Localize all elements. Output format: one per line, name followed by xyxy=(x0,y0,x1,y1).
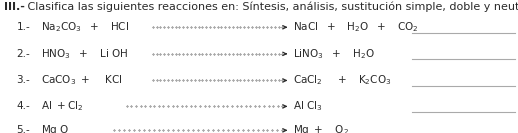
Text: $\mathregular{CaCl_{2}\ \ \ \ +\ \ \ K_{2}CO_{3}}$: $\mathregular{CaCl_{2}\ \ \ \ +\ \ \ K_{… xyxy=(293,74,391,87)
Text: 1.-: 1.- xyxy=(17,22,31,32)
Text: 2.-: 2.- xyxy=(17,49,31,59)
Text: $\mathregular{Mg\ O}$: $\mathregular{Mg\ O}$ xyxy=(41,123,70,133)
Text: $\mathregular{Al\ +Cl_{2}}$: $\mathregular{Al\ +Cl_{2}}$ xyxy=(41,99,83,113)
Text: $\mathregular{CaCO_{3}\ +\ \ \ \ KCl}$: $\mathregular{CaCO_{3}\ +\ \ \ \ KCl}$ xyxy=(41,74,123,87)
Text: 4.-: 4.- xyxy=(17,101,31,111)
Text: III.-: III.- xyxy=(4,2,25,12)
Text: $\mathregular{NaCl\ \ +\ \ \ H_{2}O\ \ +\ \ \ CO_{2}}$: $\mathregular{NaCl\ \ +\ \ \ H_{2}O\ \ +… xyxy=(293,20,419,34)
Text: Clasifica las siguientes reacciones en: Síntesis, análisis, sustitución simple, : Clasifica las siguientes reacciones en: … xyxy=(24,2,518,13)
Text: $\mathregular{HNO_{3}\ \ +\ \ \ Li\ OH}$: $\mathregular{HNO_{3}\ \ +\ \ \ Li\ OH}$ xyxy=(41,47,128,61)
Text: $\mathregular{LiNO_{3}\ \ +\ \ \ H_{2}O}$: $\mathregular{LiNO_{3}\ \ +\ \ \ H_{2}O}… xyxy=(293,47,375,61)
Text: $\mathregular{Na_{2}CO_{3}\ \ +\ \ \ HCl}$: $\mathregular{Na_{2}CO_{3}\ \ +\ \ \ HCl… xyxy=(41,20,130,34)
Text: $\mathregular{Al\ Cl_{3}}$: $\mathregular{Al\ Cl_{3}}$ xyxy=(293,99,322,113)
Text: $\mathregular{Mg\ +\ \ \ O_{2}}$: $\mathregular{Mg\ +\ \ \ O_{2}}$ xyxy=(293,123,349,133)
Text: 3.-: 3.- xyxy=(17,75,31,86)
Text: 5.-: 5.- xyxy=(17,125,31,133)
